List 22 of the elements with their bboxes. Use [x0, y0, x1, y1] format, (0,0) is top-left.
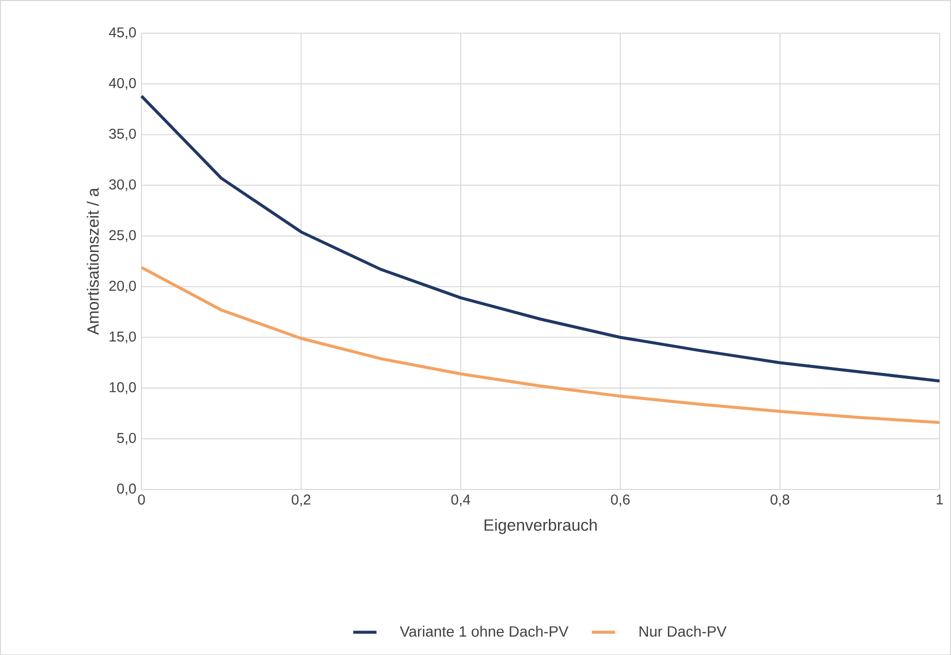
- line-series: [140, 266, 942, 424]
- y-tick-label: 40,0: [108, 78, 136, 90]
- y-tick-label: 25,0: [109, 230, 136, 242]
- x-tick-label: 0,4: [451, 494, 470, 506]
- y-axis-title: Amortisationszeit / a: [86, 188, 99, 335]
- y-tick-label: 0,0: [117, 483, 136, 496]
- y-tick-label: 35,0: [109, 128, 136, 140]
- y-tick-label: 10,0: [110, 382, 136, 394]
- x-tick-label: 0,2: [292, 494, 310, 506]
- x-tick-label: 0: [138, 494, 145, 504]
- x-tick-label: 0,6: [610, 494, 630, 506]
- x-axis-title: Eigenverbrauch: [484, 518, 597, 534]
- legend-label: Nur Dach-PV: [640, 626, 727, 637]
- y-tick-label: 45,0: [108, 27, 136, 39]
- y-tick-label: 20,0: [109, 280, 136, 292]
- x-tick-label: 1: [936, 494, 943, 504]
- x-tick-label: 0,8: [770, 494, 790, 506]
- y-tick-label: 15,0: [110, 331, 136, 344]
- legend-label: Variante 1 ohne Dach-PV: [400, 626, 568, 637]
- line-series: [140, 94, 942, 382]
- y-tick-label: 30,0: [109, 179, 136, 191]
- y-tick-label: 5,0: [117, 432, 136, 444]
